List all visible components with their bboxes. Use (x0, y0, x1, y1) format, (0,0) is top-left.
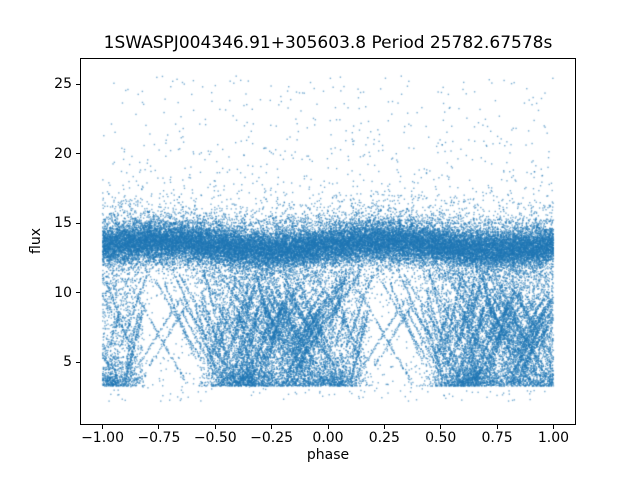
x-tick-mark (271, 425, 273, 429)
x-tick-label: −0.50 (193, 430, 237, 446)
x-tick-mark (327, 425, 329, 429)
x-tick-mark (158, 425, 160, 429)
x-tick-mark (214, 425, 216, 429)
x-tick-mark (383, 425, 385, 429)
x-tick-label: 0.75 (481, 430, 513, 446)
y-axis-label: flux (28, 228, 44, 254)
x-tick-mark (552, 425, 554, 429)
x-tick-label: 1.00 (537, 430, 570, 446)
y-tick-label: 20 (54, 145, 72, 162)
y-tick-mark (76, 222, 80, 224)
y-tick-mark (76, 83, 80, 85)
y-tick-label: 15 (54, 215, 72, 232)
x-tick-label: −1.00 (81, 430, 124, 446)
x-tick-mark (496, 425, 498, 429)
x-tick-label: 0.00 (312, 430, 344, 446)
x-tick-label: 0.50 (425, 430, 457, 446)
x-axis-label: phase (306, 447, 350, 463)
x-tick-mark (102, 425, 104, 429)
x-tick-label: −0.25 (250, 430, 294, 446)
x-tick-mark (440, 425, 442, 429)
y-tick-label: 25 (54, 76, 72, 93)
x-tick-label: −0.75 (137, 430, 181, 446)
y-tick-mark (76, 361, 80, 363)
x-tick-label: 0.25 (368, 430, 400, 446)
y-tick-label: 10 (54, 284, 72, 301)
y-tick-label: 5 (63, 354, 72, 371)
y-tick-mark (76, 292, 80, 294)
plot-title: 1SWASPJ004346.91+305603.8 Period 25782.6… (103, 33, 553, 53)
y-tick-mark (76, 153, 80, 155)
